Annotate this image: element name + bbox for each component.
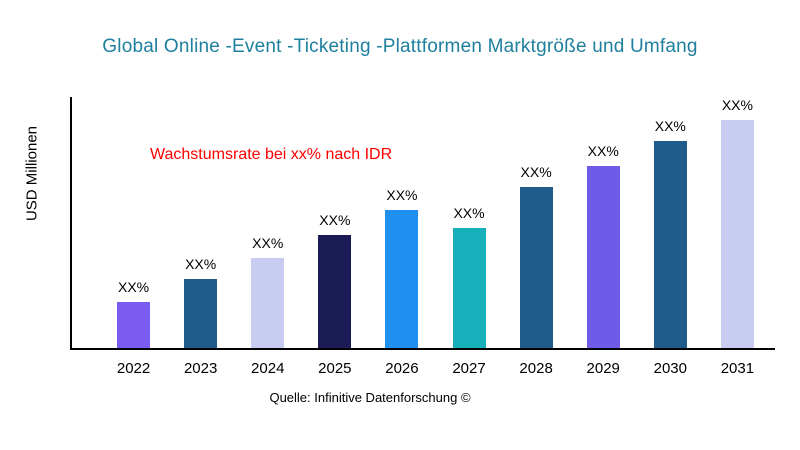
x-tick-label-2025: 2025 <box>318 360 352 377</box>
bar-value-label: XX% <box>453 205 485 221</box>
x-tick-label-2026: 2026 <box>385 360 419 377</box>
bar-value-label: XX% <box>117 279 150 295</box>
bar-value-label: XX% <box>721 97 753 113</box>
x-tick-label-2031: 2031 <box>720 360 755 377</box>
source-caption: Quelle: Infinitive Datenforschung © <box>269 390 471 405</box>
plot-area: XX% 2022 XX% 2023 XX% 2024 XX% 2025 XX% 2026 XX% 20… <box>70 97 775 377</box>
bar-value-label: XX% <box>654 118 686 134</box>
bar-2023 <box>184 279 218 348</box>
bar-slot: XX% 2028 <box>503 97 570 377</box>
bar-2027 <box>452 228 486 348</box>
bar-value-label: XX% <box>587 143 619 159</box>
y-axis-label: USD Millionen <box>23 125 41 222</box>
bar-slot: XX% 2027 <box>436 97 503 377</box>
bar-value-label: XX% <box>520 164 552 180</box>
bar-2031 <box>720 120 754 348</box>
bar-slot: XX% 2029 <box>570 97 637 377</box>
x-tick-label-2023: 2023 <box>183 360 218 377</box>
bar-slot: XX% 2026 <box>368 97 435 377</box>
bar-slot: XX% 2031 <box>704 97 771 377</box>
bar-slot: XX% 2023 <box>167 97 234 377</box>
bar-value-label: XX% <box>386 187 418 203</box>
x-tick-label-2024: 2024 <box>251 360 285 377</box>
bar-2026 <box>385 210 419 348</box>
x-tick-label-2022: 2022 <box>116 360 151 377</box>
x-tick-label-2027: 2027 <box>452 360 486 377</box>
bar-slot: XX% 2030 <box>637 97 704 377</box>
bar-2030 <box>653 141 687 348</box>
bar-2029 <box>586 166 620 348</box>
bar-value-label: XX% <box>319 212 351 228</box>
bar-2024 <box>251 258 285 348</box>
growth-rate-annotation: Wachstumsrate bei xx% nach IDR <box>150 146 393 163</box>
x-tick-label-2029: 2029 <box>586 360 620 377</box>
chart-title: Global Online -Event -Ticketing -Plattfo… <box>102 36 698 57</box>
x-tick-label-2028: 2028 <box>519 360 553 377</box>
bar-2022 <box>117 302 151 348</box>
x-tick-label-2030: 2030 <box>653 360 687 377</box>
bar-value-label: XX% <box>252 235 284 251</box>
bar-2025 <box>318 235 352 348</box>
bar-slot: XX% 2022 <box>100 97 167 377</box>
bar-slot: XX% 2024 <box>234 97 301 377</box>
bar-value-label: XX% <box>185 256 217 272</box>
bar-2028 <box>519 187 553 348</box>
bar-slot: XX% 2025 <box>301 97 368 377</box>
